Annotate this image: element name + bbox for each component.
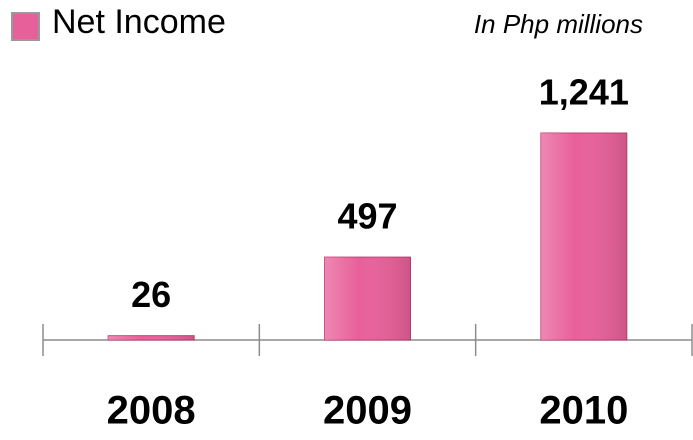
value-label: 497 (337, 196, 397, 237)
value-label: 26 (131, 274, 171, 315)
x-tick-label: 2008 (107, 389, 196, 433)
bar-shade (540, 133, 627, 340)
subtitle: In Php millions (474, 9, 643, 39)
bar-shade (108, 335, 195, 340)
bar-shade (324, 257, 411, 340)
x-tick-label: 2010 (539, 389, 628, 433)
legend-swatch (11, 12, 40, 41)
value-label: 1,241 (539, 72, 629, 113)
legend-label: Net Income (52, 3, 226, 41)
x-tick-label: 2009 (323, 389, 412, 433)
